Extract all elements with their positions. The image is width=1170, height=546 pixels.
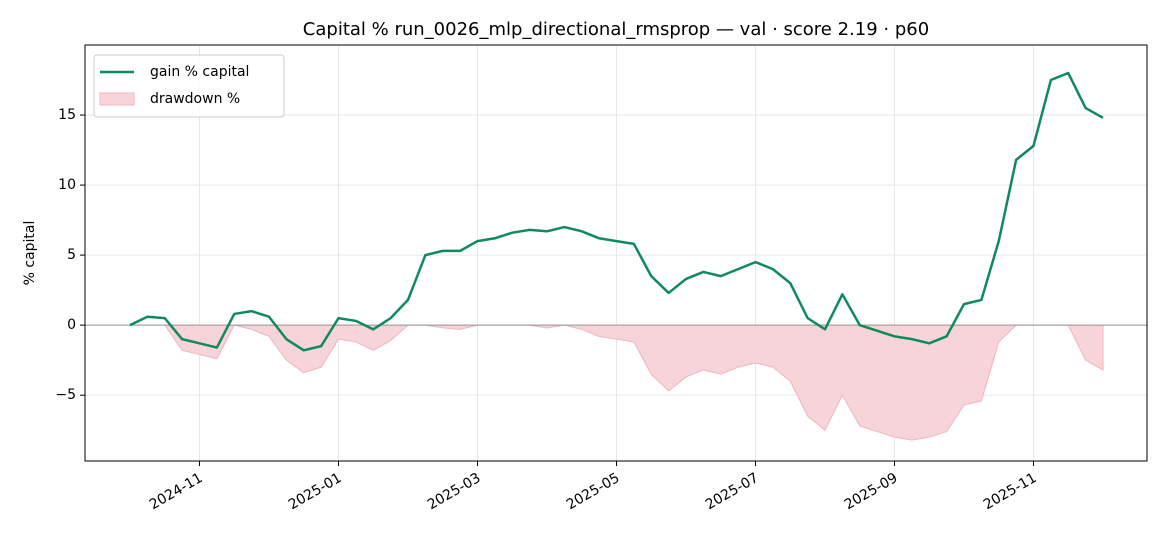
gain-line: [129, 71, 1104, 352]
x-tick-label: 2025-03: [425, 470, 484, 513]
legend-label: gain % capital: [150, 64, 249, 80]
y-tick-label: 10: [58, 177, 76, 193]
y-tick-label: 5: [67, 247, 76, 263]
y-tick-label: 15: [58, 107, 76, 123]
drawdown-area: [130, 324, 1104, 441]
legend-label: drawdown %: [150, 91, 240, 107]
y-tick-label: −5: [55, 387, 76, 403]
y-tick-label: 0: [67, 317, 76, 333]
chart-title: Capital % run_0026_mlp_directional_rmspr…: [303, 19, 929, 40]
x-tick-label: 2025-01: [286, 470, 345, 513]
legend-box: [93, 54, 285, 118]
x-tick-label: 2024-11: [147, 470, 206, 513]
x-tick-label: 2025-09: [842, 470, 901, 513]
x-tick-label: 2025-07: [703, 470, 762, 513]
x-tick-label: 2025-05: [564, 470, 623, 513]
plot-frame: [84, 44, 1148, 462]
legend-swatch: [99, 92, 135, 106]
x-tick-label: 2025-11: [981, 470, 1040, 513]
y-axis-label: % capital: [22, 221, 38, 286]
